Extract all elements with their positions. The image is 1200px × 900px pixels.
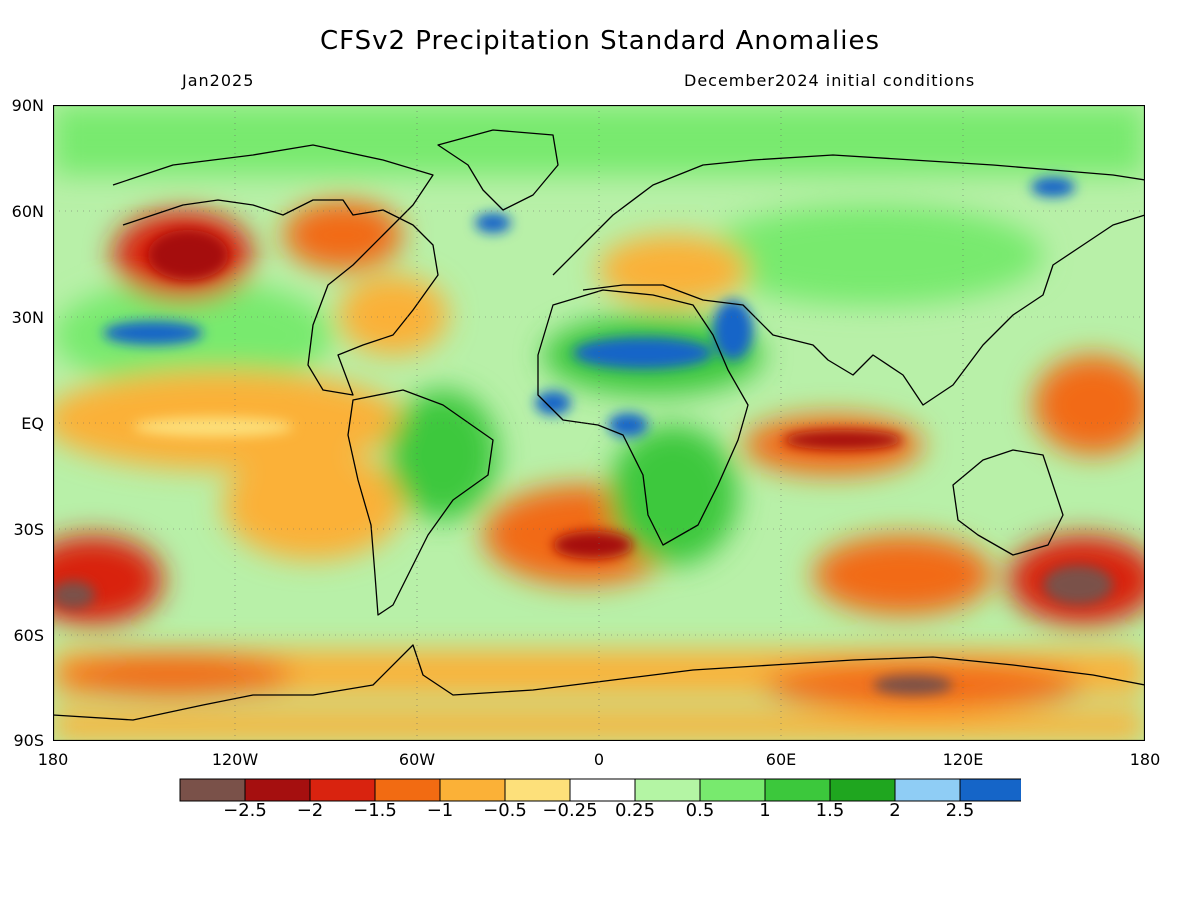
wet-pacific-extreme xyxy=(103,321,203,345)
colorbar-swatch xyxy=(764,778,831,802)
colorbar-swatch xyxy=(894,778,961,802)
dry-antarctic-interior xyxy=(53,710,1145,741)
dry-tasman-extreme xyxy=(1043,565,1113,605)
dry-indian-ocean-extreme xyxy=(783,430,903,450)
coastline-greenland xyxy=(437,129,559,211)
lon-label-120e: 120E xyxy=(942,750,984,769)
colorbar-label: 1 xyxy=(759,800,771,821)
wet-north-atlantic-extreme xyxy=(475,213,511,233)
wet-africa xyxy=(608,425,738,565)
dry-alaska-extreme xyxy=(148,230,228,280)
colorbar-swatch xyxy=(569,778,636,802)
dry-europe xyxy=(598,235,748,305)
coastline-antarctica xyxy=(53,644,1145,721)
colorbar-swatch xyxy=(179,778,246,802)
map-frame xyxy=(53,105,1145,741)
coastline-africa xyxy=(537,289,749,546)
initial-conditions: December2024 initial conditions xyxy=(684,71,976,90)
wet-central-africa-extreme xyxy=(608,413,648,437)
dry-canada xyxy=(283,200,403,270)
wet-north-africa-extreme xyxy=(573,337,713,369)
lat-label-60s: 60S xyxy=(13,626,44,645)
lat-label-eq: EQ xyxy=(21,414,44,433)
dry-south-pacific-extreme xyxy=(53,581,95,609)
colorbar-swatch xyxy=(829,778,896,802)
colorbar-label: 0.25 xyxy=(614,800,656,821)
colorbar-swatch xyxy=(634,778,701,802)
map-gridlines xyxy=(53,105,1145,741)
lon-label-60e: 60E xyxy=(765,750,797,769)
lat-label-60n: 60N xyxy=(11,202,44,221)
colorbar-label: −2 xyxy=(296,800,324,821)
dry-antarctic-extreme xyxy=(873,675,953,695)
anomaly-map xyxy=(53,105,1145,741)
colorbar-label: −2.5 xyxy=(223,800,267,821)
colorbar-label: −1.5 xyxy=(353,800,397,821)
colorbar-swatch xyxy=(439,778,506,802)
coastline-eurasia xyxy=(552,154,1145,406)
map-title: CFSv2 Precipitation Standard Anomalies xyxy=(319,26,881,56)
colorbar-swatch xyxy=(504,778,571,802)
wet-south-america xyxy=(388,390,498,520)
coastline-australia xyxy=(952,449,1064,556)
neutral-equatorial-pacific xyxy=(133,417,293,437)
lon-label-120w: 120W xyxy=(211,750,259,769)
coastline-south-america xyxy=(347,389,494,616)
colorbar-label: −0.25 xyxy=(542,800,598,821)
colorbar xyxy=(179,778,1021,802)
dry-east-pacific xyxy=(223,450,403,560)
wet-west-africa-extreme xyxy=(535,391,571,415)
wet-siberia-extreme xyxy=(1031,177,1075,197)
lat-label-90n: 90N xyxy=(11,96,44,115)
coastline-north-america xyxy=(112,144,439,396)
colorbar-swatch xyxy=(959,778,1021,802)
lon-label-180e: 180 xyxy=(1129,750,1161,769)
dry-antarctic-pacific xyxy=(53,653,293,697)
colorbar-label: −1 xyxy=(426,800,454,821)
colorbar-label: 0.5 xyxy=(685,800,715,821)
colorbar-label: 2.5 xyxy=(945,800,975,821)
dry-west-pacific xyxy=(1033,355,1145,455)
lon-label-0: 0 xyxy=(593,750,605,769)
dry-southern-indian-ocean xyxy=(813,535,993,615)
lon-label-60w: 60W xyxy=(398,750,436,769)
lat-label-30s: 30S xyxy=(13,520,44,539)
lat-label-30n: 30N xyxy=(11,308,44,327)
dry-eastern-north-america xyxy=(338,275,448,355)
forecast-month: Jan2025 xyxy=(182,71,255,90)
colorbar-swatch xyxy=(309,778,376,802)
dry-south-atlantic-extreme xyxy=(553,531,633,559)
wet-arabia-extreme xyxy=(713,300,753,360)
lat-label-90s: 90S xyxy=(13,731,44,750)
colorbar-label: 2 xyxy=(889,800,901,821)
colorbar-swatch xyxy=(699,778,766,802)
colorbar-swatch xyxy=(374,778,441,802)
lon-label-180w: 180 xyxy=(37,750,69,769)
colorbar-label: −0.5 xyxy=(483,800,527,821)
colorbar-label: 1.5 xyxy=(815,800,845,821)
wet-asia xyxy=(703,205,1043,305)
colorbar-swatch xyxy=(244,778,311,802)
